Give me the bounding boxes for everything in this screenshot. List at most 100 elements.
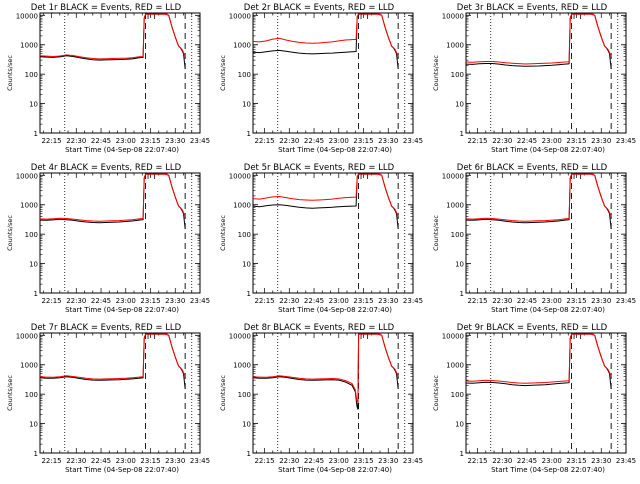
x-tick-label: 23:15 bbox=[353, 137, 373, 145]
y-axis-label: Counts/sec bbox=[219, 55, 227, 91]
panel-7: Det 7r BLACK = Events, RED = LLD 1 10 100 10… bbox=[6, 323, 210, 474]
x-axis-label: Start Time (04-Sep-08 22:07:40) bbox=[65, 146, 179, 154]
y-tick-label: 100 bbox=[238, 231, 251, 239]
x-tick-label: 23:45 bbox=[403, 137, 423, 145]
panel-5: Det 5r BLACK = Events, RED = LLD 1 10 100 10… bbox=[219, 163, 423, 314]
x-tick-label: 23:45 bbox=[616, 297, 636, 305]
y-tick-label: 10000 bbox=[442, 12, 464, 20]
x-axis-label: Start Time (04-Sep-08 22:07:40) bbox=[278, 306, 392, 314]
x-tick-label: 22:15 bbox=[41, 137, 61, 145]
y-tick-label: 10 bbox=[455, 261, 464, 269]
x-axis-label: Start Time (04-Sep-08 22:07:40) bbox=[65, 466, 179, 474]
y-tick-label: 10000 bbox=[442, 332, 464, 340]
lld-series bbox=[252, 173, 399, 217]
panel-title: Det 4r BLACK = Events, RED = LLD bbox=[31, 163, 182, 173]
y-tick-label: 1 bbox=[247, 450, 251, 458]
lld-series bbox=[39, 13, 186, 60]
x-tick-label: 22:30 bbox=[66, 457, 86, 465]
y-tick-label: 1000 bbox=[20, 42, 38, 50]
x-tick-label: 23:45 bbox=[190, 297, 210, 305]
x-tick-label: 23:15 bbox=[353, 297, 373, 305]
x-tick-label: 22:45 bbox=[304, 457, 324, 465]
x-tick-label: 23:00 bbox=[542, 457, 562, 465]
y-tick-label: 10 bbox=[242, 421, 251, 429]
y-tick-label: 10 bbox=[29, 421, 38, 429]
x-tick-label: 23:00 bbox=[542, 137, 562, 145]
x-tick-label: 22:30 bbox=[492, 137, 512, 145]
y-tick-label: 1 bbox=[34, 130, 38, 138]
y-tick-label: 10 bbox=[455, 421, 464, 429]
events-series bbox=[252, 333, 399, 410]
x-tick-label: 23:30 bbox=[378, 297, 398, 305]
y-axis-label: Counts/sec bbox=[432, 55, 440, 91]
x-tick-label: 22:45 bbox=[304, 137, 324, 145]
x-tick-label: 22:15 bbox=[467, 457, 487, 465]
saa-bracket-marker bbox=[147, 173, 156, 179]
x-tick-label: 22:30 bbox=[492, 297, 512, 305]
plot-frame bbox=[39, 12, 201, 134]
x-tick-label: 23:00 bbox=[329, 297, 349, 305]
y-tick-label: 1000 bbox=[20, 202, 38, 210]
panel-title: Det 8r BLACK = Events, RED = LLD bbox=[244, 323, 395, 333]
x-tick-label: 23:45 bbox=[403, 297, 423, 305]
x-tick-label: 23:15 bbox=[566, 297, 586, 305]
x-tick-label: 23:15 bbox=[140, 457, 160, 465]
x-axis-label: Start Time (04-Sep-08 22:07:40) bbox=[491, 146, 605, 154]
y-tick-label: 1 bbox=[247, 290, 251, 298]
lld-series bbox=[39, 173, 186, 222]
x-tick-label: 22:15 bbox=[41, 297, 61, 305]
events-series bbox=[465, 13, 612, 70]
x-tick-label: 22:15 bbox=[41, 457, 61, 465]
x-tick-label: 22:30 bbox=[279, 137, 299, 145]
y-tick-label: 10000 bbox=[16, 12, 38, 20]
y-tick-label: 1 bbox=[460, 450, 464, 458]
saa-bracket-marker bbox=[147, 13, 156, 19]
y-axis-label: Counts/sec bbox=[219, 375, 227, 411]
x-tick-label: 23:15 bbox=[140, 297, 160, 305]
x-tick-label: 23:15 bbox=[566, 137, 586, 145]
saa-bracket-marker bbox=[360, 13, 369, 19]
events-series bbox=[252, 13, 399, 70]
y-tick-label: 10000 bbox=[229, 12, 251, 20]
x-tick-label: 22:15 bbox=[467, 137, 487, 145]
x-tick-label: 22:45 bbox=[304, 297, 324, 305]
x-tick-label: 23:15 bbox=[353, 457, 373, 465]
plot-frame bbox=[465, 332, 627, 454]
y-axis-label: Counts/sec bbox=[219, 215, 227, 251]
x-tick-label: 23:30 bbox=[378, 457, 398, 465]
x-tick-label: 23:45 bbox=[616, 137, 636, 145]
panel-6: Det 6r BLACK = Events, RED = LLD 1 10 100 10… bbox=[432, 163, 636, 314]
y-tick-label: 1000 bbox=[233, 362, 251, 370]
x-tick-label: 23:00 bbox=[542, 297, 562, 305]
saa-bracket-marker bbox=[573, 333, 582, 339]
lld-series bbox=[465, 13, 612, 65]
y-tick-label: 1 bbox=[460, 130, 464, 138]
x-tick-label: 23:30 bbox=[165, 297, 185, 305]
panel-8: Det 8r BLACK = Events, RED = LLD 1 10 100 10… bbox=[219, 323, 423, 474]
y-tick-label: 10 bbox=[242, 101, 251, 109]
y-tick-label: 10 bbox=[242, 261, 251, 269]
x-axis-label: Start Time (04-Sep-08 22:07:40) bbox=[491, 306, 605, 314]
y-tick-label: 1000 bbox=[446, 202, 464, 210]
lld-series bbox=[252, 333, 399, 404]
x-tick-label: 23:30 bbox=[591, 137, 611, 145]
y-axis-label: Counts/sec bbox=[6, 55, 14, 91]
panel-title: Det 7r BLACK = Events, RED = LLD bbox=[31, 323, 182, 333]
y-axis-label: Counts/sec bbox=[6, 375, 14, 411]
x-tick-label: 22:30 bbox=[66, 297, 86, 305]
y-tick-label: 100 bbox=[25, 71, 38, 79]
panel-2: Det 2r BLACK = Events, RED = LLD 1 10 100 10… bbox=[219, 3, 423, 154]
x-tick-label: 23:00 bbox=[116, 297, 136, 305]
x-tick-label: 22:45 bbox=[91, 137, 111, 145]
y-tick-label: 1000 bbox=[233, 202, 251, 210]
x-tick-label: 22:45 bbox=[517, 137, 537, 145]
panel-title: Det 6r BLACK = Events, RED = LLD bbox=[457, 163, 608, 173]
panel-title: Det 5r BLACK = Events, RED = LLD bbox=[244, 163, 395, 173]
events-series bbox=[39, 333, 186, 390]
y-tick-label: 10000 bbox=[16, 332, 38, 340]
plot-frame bbox=[39, 332, 201, 454]
y-tick-label: 1 bbox=[460, 290, 464, 298]
y-tick-label: 1000 bbox=[20, 362, 38, 370]
x-tick-label: 22:30 bbox=[279, 297, 299, 305]
